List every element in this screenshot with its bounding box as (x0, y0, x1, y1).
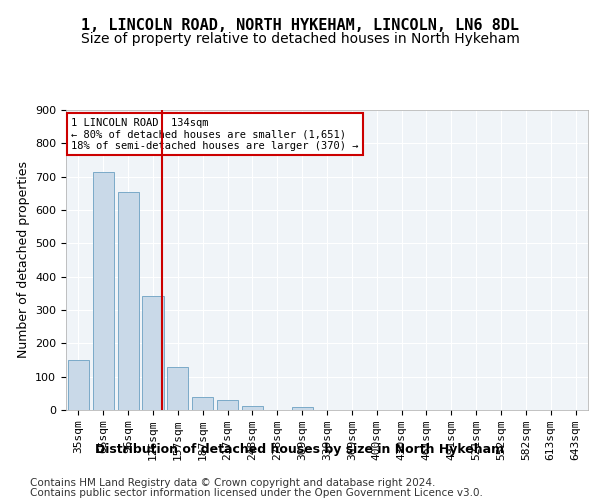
Bar (217, 400, 238, 410)
Bar (292, 406, 313, 410)
Text: Contains public sector information licensed under the Open Government Licence v3: Contains public sector information licen… (30, 488, 483, 498)
Bar (192, 396, 213, 410)
Text: Size of property relative to detached houses in North Hykeham: Size of property relative to detached ho… (80, 32, 520, 46)
Bar (242, 406, 263, 410)
Text: 1, LINCOLN ROAD, NORTH HYKEHAM, LINCOLN, LN6 8DL: 1, LINCOLN ROAD, NORTH HYKEHAM, LINCOLN,… (81, 18, 519, 32)
Text: Distribution of detached houses by size in North Hykeham: Distribution of detached houses by size … (95, 442, 505, 456)
Text: Contains HM Land Registry data © Crown copyright and database right 2024.: Contains HM Land Registry data © Crown c… (30, 478, 436, 488)
Bar (118, 192, 139, 410)
Bar (167, 368, 188, 410)
Bar (142, 296, 164, 410)
Bar (93, 172, 114, 410)
Bar (68, 360, 89, 410)
Y-axis label: Number of detached properties: Number of detached properties (17, 162, 29, 358)
Text: 1 LINCOLN ROAD: 134sqm
← 80% of detached houses are smaller (1,651)
18% of semi-: 1 LINCOLN ROAD: 134sqm ← 80% of detached… (71, 118, 359, 150)
